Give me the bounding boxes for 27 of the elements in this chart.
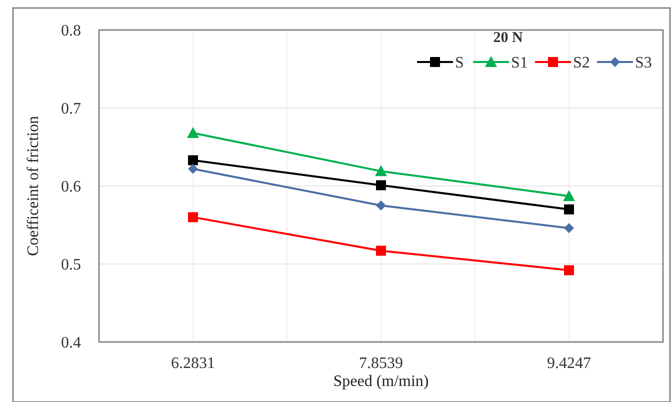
- point: [188, 164, 198, 174]
- point: [188, 155, 198, 166]
- y-tick-label: 0.7: [61, 100, 81, 118]
- y-axis-title: Coefficeint of friction: [25, 116, 42, 256]
- y-tick-label: 0.5: [61, 256, 81, 274]
- point: [564, 265, 574, 276]
- point: [375, 165, 387, 176]
- x-tick-label: 9.4247: [547, 355, 591, 372]
- point: [564, 223, 574, 234]
- legend-label: S: [455, 54, 464, 72]
- x-tick-label: 6.2831: [171, 355, 215, 372]
- point: [187, 126, 199, 138]
- y-tick-label: 0.8: [61, 22, 81, 40]
- point: [564, 204, 574, 214]
- y-tick-label: 0.6: [61, 178, 81, 196]
- legend-title: 20 N: [493, 30, 523, 46]
- y-tick-label: 0.4: [61, 334, 81, 352]
- point: [376, 200, 386, 210]
- x-axis-title: Speed (m/min): [333, 373, 429, 390]
- legend-label: S1: [511, 54, 528, 72]
- point: [188, 212, 198, 222]
- x-tick-label: 7.8539: [359, 355, 403, 372]
- point: [563, 190, 575, 202]
- legend-label: S3: [635, 54, 652, 72]
- legend-label: S2: [573, 54, 590, 72]
- point: [376, 180, 386, 190]
- point: [376, 246, 386, 256]
